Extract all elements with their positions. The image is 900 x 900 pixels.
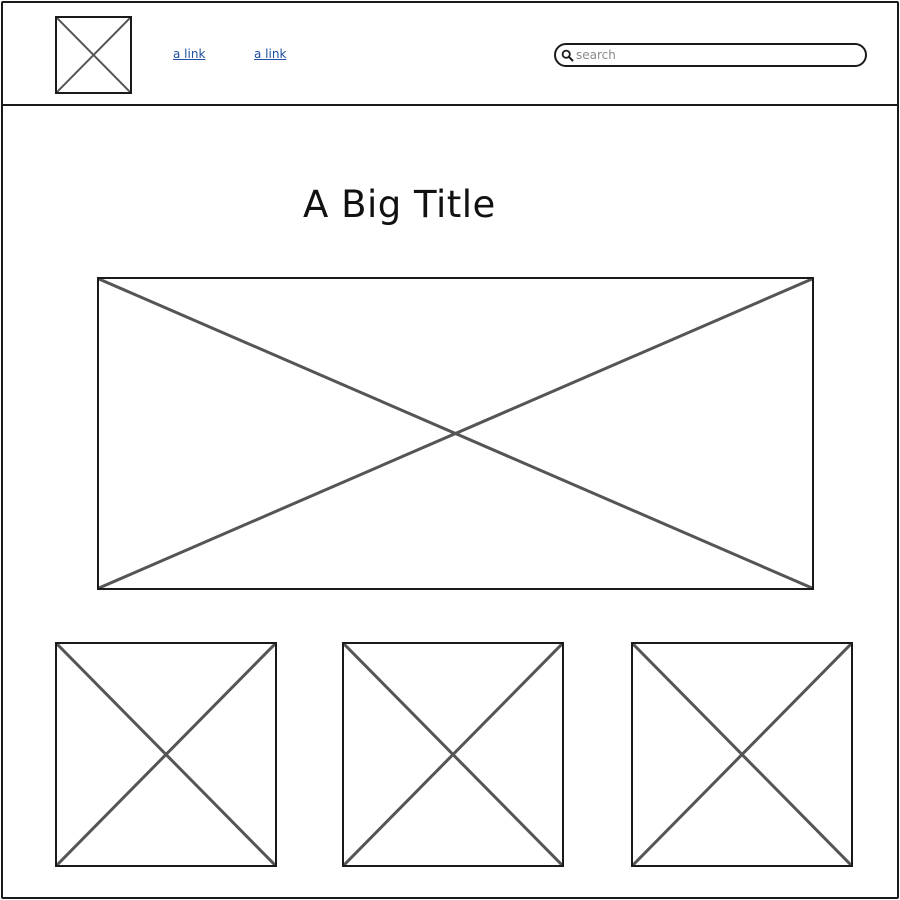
image-placeholder-icon — [99, 279, 812, 588]
search-icon — [561, 49, 574, 62]
nav-link-2[interactable]: a link — [254, 47, 287, 61]
site-header: a link a link — [3, 3, 897, 106]
search-input[interactable] — [576, 46, 856, 64]
image-placeholder-icon — [633, 644, 851, 865]
page-title: A Big Title — [303, 183, 496, 226]
image-placeholder-icon — [57, 644, 275, 865]
image-placeholder-icon — [344, 644, 562, 865]
search-box[interactable] — [554, 43, 867, 67]
image-placeholder-icon — [57, 18, 130, 92]
nav-link-1[interactable]: a link — [173, 47, 206, 61]
hero-image-placeholder[interactable] — [97, 277, 814, 590]
card-image-placeholder-2[interactable] — [342, 642, 564, 867]
card-image-placeholder-3[interactable] — [631, 642, 853, 867]
logo-image-placeholder[interactable] — [55, 16, 132, 94]
card-image-placeholder-1[interactable] — [55, 642, 277, 867]
